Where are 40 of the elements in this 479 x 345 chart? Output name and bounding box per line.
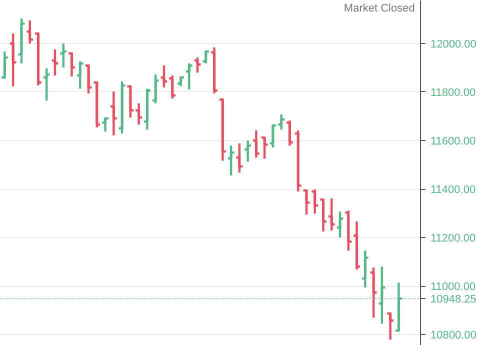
candlestick bbox=[26, 19, 34, 45]
candlestick bbox=[8, 32, 18, 88]
candlestick bbox=[59, 42, 68, 69]
candlestick bbox=[193, 56, 202, 74]
candlestick bbox=[352, 220, 362, 271]
candlestick bbox=[244, 139, 252, 163]
candlestick bbox=[118, 80, 126, 135]
candlestick bbox=[151, 73, 160, 104]
candlestick bbox=[109, 90, 118, 136]
annotation: Market Closed bbox=[344, 2, 415, 14]
candlestick bbox=[17, 17, 26, 64]
candlestick bbox=[0, 50, 9, 80]
y-tick-label: 11200.00 bbox=[430, 232, 476, 245]
candlestick bbox=[76, 60, 84, 90]
y-tick-label: 11400.00 bbox=[430, 184, 476, 196]
candlestick bbox=[235, 142, 244, 174]
candlestick bbox=[369, 266, 378, 319]
candlestick bbox=[50, 48, 60, 77]
candlestick bbox=[336, 210, 344, 239]
candlestick bbox=[252, 129, 260, 159]
candlestick bbox=[226, 144, 236, 177]
y-tick-label: 11000.00 bbox=[430, 281, 476, 294]
candlestick bbox=[310, 188, 320, 215]
candlestick bbox=[360, 250, 370, 289]
candlestick bbox=[184, 62, 194, 91]
candlestick bbox=[344, 210, 353, 252]
y-tick-label: 10800.00 bbox=[430, 330, 476, 342]
candlestick bbox=[168, 74, 177, 100]
candlestick bbox=[285, 119, 294, 147]
y-tick-label: 11800.00 bbox=[430, 86, 476, 99]
ref-line-label: 10948.25 bbox=[430, 294, 476, 306]
y-tick-label: 12000.00 bbox=[430, 38, 476, 50]
candlestick bbox=[160, 64, 168, 88]
candlestick bbox=[42, 67, 51, 102]
y-tick-label: 11600.00 bbox=[430, 135, 476, 148]
candlestick bbox=[142, 87, 152, 131]
candlestick bbox=[210, 46, 219, 95]
candlestick bbox=[134, 102, 144, 126]
candlestick bbox=[327, 197, 336, 232]
candlestick bbox=[277, 113, 286, 131]
